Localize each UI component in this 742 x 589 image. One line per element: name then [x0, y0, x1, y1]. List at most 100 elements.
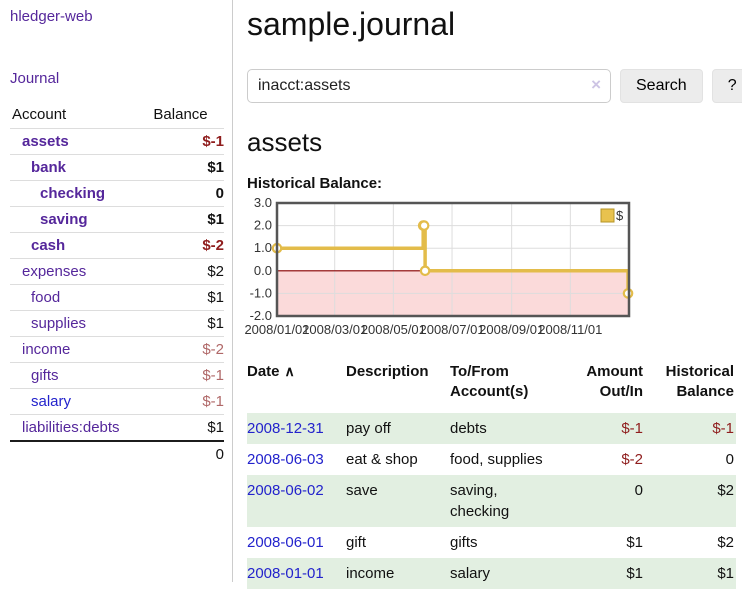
account-link[interactable]: cash	[31, 237, 66, 254]
search-button[interactable]: Search	[620, 69, 703, 103]
register-header-accounts: To/From Account(s)	[450, 363, 529, 401]
account-balance: $-1	[151, 362, 224, 389]
register-accounts: gifts	[450, 533, 478, 551]
register-accounts: debts	[450, 419, 487, 437]
account-link[interactable]: liabilities:debts	[22, 419, 120, 436]
account-link[interactable]: supplies	[31, 315, 87, 332]
accounts-header-balance: Balance	[153, 106, 208, 123]
svg-text:2008/09/01: 2008/09/01	[479, 322, 544, 337]
account-link[interactable]: saving	[40, 211, 88, 228]
legend-label: $	[616, 208, 624, 223]
register-header-row: Date ∧ Description To/From Account(s) Amo…	[247, 359, 736, 413]
brand: hledger-web	[10, 8, 232, 25]
accounts-total: 0	[151, 440, 224, 467]
svg-text:2008/01/01: 2008/01/01	[244, 322, 309, 337]
account-row: salary $-1	[10, 388, 224, 415]
account-balance: $1	[151, 206, 224, 233]
register-header-balance: Historical Balance	[665, 363, 734, 401]
help-button[interactable]: ?	[711, 69, 742, 103]
register-accounts: food, supplies	[450, 450, 543, 468]
register-balance: $2	[717, 481, 734, 499]
register-date-link[interactable]: 2008-12-31	[247, 419, 324, 437]
account-balance: 0	[151, 180, 224, 207]
account-link[interactable]: gifts	[31, 367, 59, 384]
account-row: income $-2	[10, 336, 224, 363]
register-header-date[interactable]: Date ∧	[247, 363, 295, 380]
balance-chart: 3.0 2.0 1.0 0.0 -1.0 -2.0 2008/01/01 2008/03/01…	[241, 195, 742, 346]
register-header-description: Description	[346, 363, 429, 380]
account-balance: $-2	[151, 232, 224, 259]
account-link[interactable]: bank	[31, 159, 67, 176]
svg-text:2008/11/01: 2008/11/01	[538, 322, 602, 337]
account-balance: $-2	[151, 336, 224, 363]
account-link[interactable]: assets	[22, 133, 69, 150]
account-row: liabilities:debts $1	[10, 414, 224, 441]
account-balance: $1	[151, 154, 224, 181]
accounts-table: Account Balance assets $-1 bank $1 checking 0…	[10, 102, 224, 467]
account-balance: $1	[151, 310, 224, 337]
register-accounts: salary	[450, 564, 491, 582]
account-link[interactable]: food	[31, 289, 61, 306]
sidebar: hledger-web Journal Account Balance asse…	[0, 0, 233, 582]
svg-text:2008/05/01: 2008/05/01	[361, 322, 426, 337]
register-balance: $-1	[712, 419, 734, 437]
account-balance: $2	[151, 258, 224, 285]
register-date-link[interactable]: 2008-06-02	[247, 481, 324, 499]
register-date-link[interactable]: 2008-01-01	[247, 564, 324, 582]
svg-text:3.0: 3.0	[254, 198, 272, 210]
account-row: food $1	[10, 284, 224, 311]
account-balance: $-1	[151, 388, 224, 415]
svg-text:-2.0: -2.0	[250, 308, 272, 323]
page-title: sample.journal	[247, 6, 456, 42]
search-bar: × Search ?	[247, 69, 742, 103]
account-row: cash $-2	[10, 232, 224, 259]
balance-chart-svg: 3.0 2.0 1.0 0.0 -1.0 -2.02008/01/012008/03/01…	[244, 195, 634, 337]
chart-title: Historical Balance:	[247, 175, 383, 192]
register-row: 2008-01-01 income salary $1 $1	[247, 557, 736, 589]
account-link[interactable]: salary	[31, 393, 72, 410]
nav-journal-link[interactable]: Journal	[10, 70, 60, 87]
account-row: gifts $-1	[10, 362, 224, 389]
register-balance: 0	[725, 450, 734, 468]
register-date-link[interactable]: 2008-06-03	[247, 450, 324, 468]
account-title: assets	[247, 127, 323, 157]
register-header-amount: Amount Out/In	[586, 363, 643, 401]
account-link[interactable]: expenses	[22, 263, 87, 280]
register-row: 2008-12-31 pay off debts $-1 $-1	[247, 412, 736, 444]
register-description: income	[346, 564, 395, 582]
register-row: 2008-06-03 eat & shop food, supplies $-2 0	[247, 444, 736, 475]
search-input[interactable]	[247, 69, 611, 103]
account-row: checking 0	[10, 180, 224, 207]
register-amount: $1	[626, 564, 643, 582]
clear-search-icon[interactable]: ×	[591, 75, 601, 94]
account-row: expenses $2	[10, 258, 224, 285]
sort-asc-icon: ∧	[284, 363, 295, 379]
register-date-link[interactable]: 2008-06-01	[247, 533, 324, 551]
register-table: Date ∧ Description To/From Account(s) Amo…	[247, 359, 736, 589]
register-row: 2008-06-01 gift gifts $1 $2	[247, 527, 736, 558]
register-description: save	[346, 481, 378, 499]
account-link[interactable]: income	[22, 341, 71, 358]
register-amount: 0	[634, 481, 643, 499]
account-balance: $1	[151, 414, 224, 441]
main: sample.journal × Search ? assets Histori…	[233, 0, 742, 589]
account-row: assets $-1	[10, 128, 224, 155]
register-row: 2008-06-02 save saving, checking 0 $2	[247, 474, 736, 527]
register-balance: $2	[717, 533, 734, 551]
register-accounts: saving, checking	[450, 481, 510, 520]
svg-text:0.0: 0.0	[254, 263, 272, 278]
svg-text:2008/07/01: 2008/07/01	[419, 322, 484, 337]
sidebar-nav: Journal	[10, 70, 232, 87]
accounts-header-row: Account Balance	[10, 102, 224, 129]
register-description: eat & shop	[346, 450, 418, 468]
register-description: pay off	[346, 419, 391, 437]
register-amount: $1	[626, 533, 643, 551]
brand-link[interactable]: hledger-web	[10, 8, 93, 25]
accounts-total-row: 0	[10, 440, 224, 467]
register-description: gift	[346, 533, 367, 551]
account-row: saving $1	[10, 206, 224, 233]
register-balance: $1	[717, 564, 734, 582]
svg-text:2.0: 2.0	[254, 218, 272, 233]
account-link[interactable]: checking	[40, 185, 106, 202]
